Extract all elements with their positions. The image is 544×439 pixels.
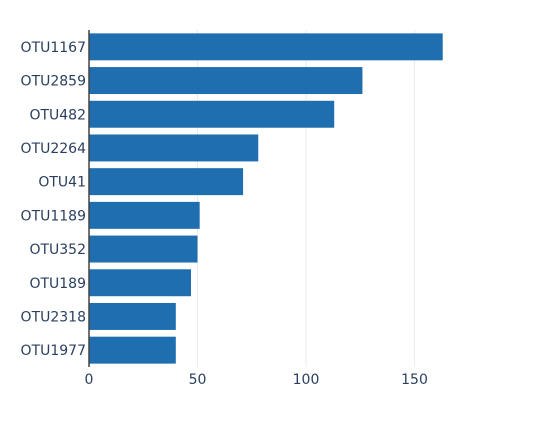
bar-otu2318[interactable] bbox=[89, 302, 176, 330]
bars bbox=[89, 33, 443, 364]
y-tick-label: OTU1189 bbox=[21, 208, 86, 224]
x-tick-label: 150 bbox=[401, 372, 428, 388]
bar-otu482[interactable] bbox=[89, 100, 335, 128]
y-tick-label: OTU482 bbox=[29, 107, 86, 123]
bar-otu1189[interactable] bbox=[89, 201, 200, 229]
x-tick-label: 50 bbox=[189, 372, 207, 388]
y-tick-label: OTU41 bbox=[38, 175, 86, 191]
bar-otu352[interactable] bbox=[89, 235, 198, 263]
bar-otu1167[interactable] bbox=[89, 33, 443, 61]
x-tick-labels: 0 50 100 150 bbox=[85, 372, 428, 388]
x-tick-label: 100 bbox=[293, 372, 320, 388]
bar-otu41[interactable] bbox=[89, 168, 244, 196]
bar-otu2859[interactable] bbox=[89, 67, 363, 95]
y-tick-label: OTU352 bbox=[29, 242, 86, 258]
y-tick-label: OTU189 bbox=[29, 276, 86, 292]
bar-otu2264[interactable] bbox=[89, 134, 259, 162]
x-tick-label: 0 bbox=[85, 372, 94, 388]
y-tick-label: OTU2264 bbox=[21, 141, 87, 157]
y-tick-label: OTU2318 bbox=[21, 309, 86, 325]
y-tick-label: OTU2859 bbox=[21, 74, 86, 90]
y-tick-label: OTU1167 bbox=[21, 40, 86, 56]
bar-otu1977[interactable] bbox=[89, 336, 176, 364]
y-tick-labels: OTU1167 OTU2859 OTU482 OTU2264 OTU41 OTU1189 O… bbox=[21, 40, 87, 359]
y-tick-label: OTU1977 bbox=[21, 343, 86, 359]
bar-otu189[interactable] bbox=[89, 269, 191, 297]
